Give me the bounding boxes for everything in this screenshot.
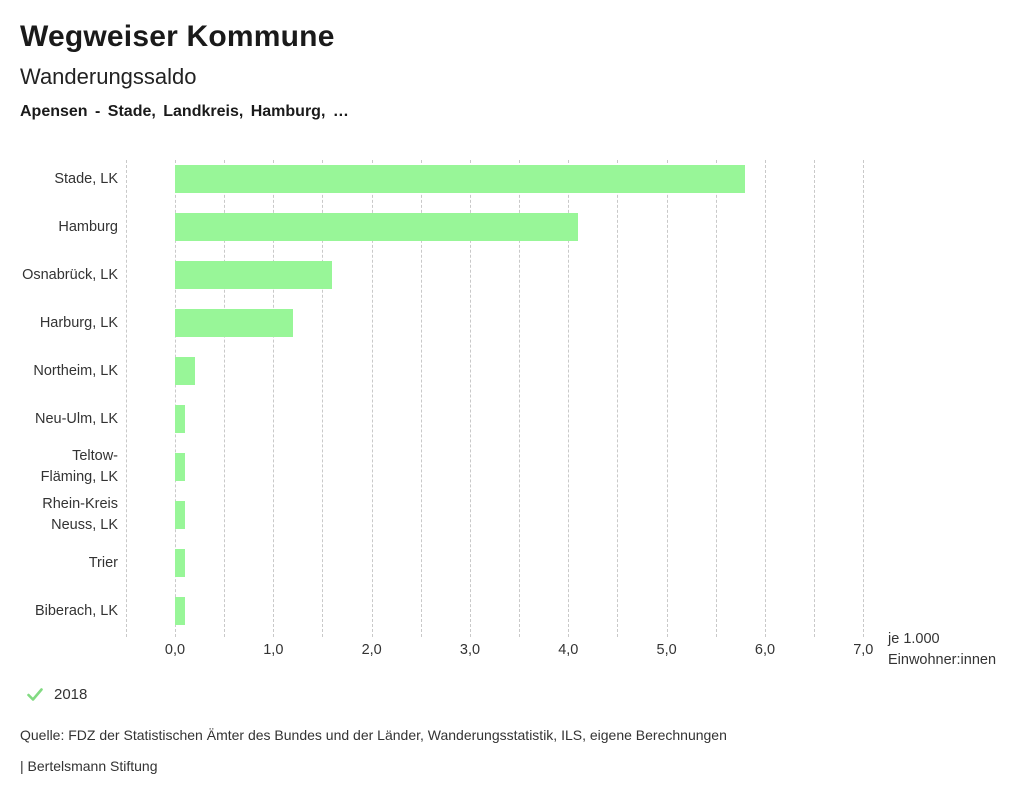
checkmark-icon (27, 687, 43, 702)
x-tick-label: 3,0 (459, 642, 481, 658)
gridline (420, 160, 422, 637)
gridline (863, 160, 865, 637)
bar[interactable] (175, 261, 333, 289)
gridline (322, 160, 324, 637)
x-tick-label: 5,0 (656, 642, 677, 658)
category-label: Osnabrück, LK (22, 266, 118, 283)
category-label: Neu-Ulm, LK (35, 410, 118, 427)
category-label: Teltow- Fläming, LK (40, 448, 118, 485)
bar[interactable] (175, 309, 293, 337)
gridline (125, 160, 127, 637)
gridline (715, 160, 717, 637)
chart-subtitle-regions: Apensen - Stade, Landkreis, Hamburg, … (20, 103, 349, 120)
category-label: Rhein-Kreis Neuss, LK (42, 496, 118, 533)
category-label: Northeim, LK (33, 362, 118, 379)
bar[interactable] (175, 597, 185, 625)
chart-title: Wanderungssaldo (20, 64, 197, 89)
bar[interactable] (175, 405, 185, 433)
x-tick-label: 2,0 (361, 642, 382, 658)
gridline (617, 160, 619, 637)
gridline (666, 160, 668, 637)
gridline (568, 160, 570, 637)
page-title: Wegweiser Kommune (20, 20, 335, 53)
branding-note: | Bertelsmann Stiftung (20, 758, 158, 774)
category-label: Trier (88, 554, 118, 571)
bar[interactable] (175, 501, 185, 529)
gridline (224, 160, 226, 637)
gridline (175, 160, 176, 637)
bar[interactable] (175, 165, 746, 193)
gridline (519, 160, 521, 637)
gridline (469, 160, 471, 637)
category-label: Biberach, LK (34, 602, 118, 619)
category-label: Harburg, LK (39, 314, 118, 331)
x-axis-unit-line1: je 1.000 (888, 631, 940, 647)
category-label: Stade, LK (54, 170, 118, 187)
source-note: Quelle: FDZ der Statistischen Ämter des … (20, 727, 727, 743)
gridline (814, 160, 816, 637)
legend-label-year: 2018 (54, 686, 88, 703)
category-label: Hamburg (58, 218, 118, 235)
gridline (371, 160, 373, 637)
gridline (273, 160, 275, 637)
bar[interactable] (175, 357, 195, 385)
x-tick-label: 0,0 (164, 642, 186, 658)
bar[interactable] (175, 213, 579, 241)
x-axis-unit-label: je 1.000 Einwohner:innen (888, 629, 996, 671)
legend-item-2018[interactable]: 2018 (27, 686, 87, 703)
x-tick-label: 4,0 (558, 642, 579, 658)
bar[interactable] (175, 549, 185, 577)
x-axis-unit-line2: Einwohner:innen (888, 652, 997, 668)
x-tick-label: 7,0 (853, 642, 874, 658)
gridline (764, 160, 766, 637)
x-tick-label: 1,0 (263, 642, 284, 658)
bar[interactable] (175, 453, 185, 481)
x-tick-label: 6,0 (754, 642, 776, 658)
